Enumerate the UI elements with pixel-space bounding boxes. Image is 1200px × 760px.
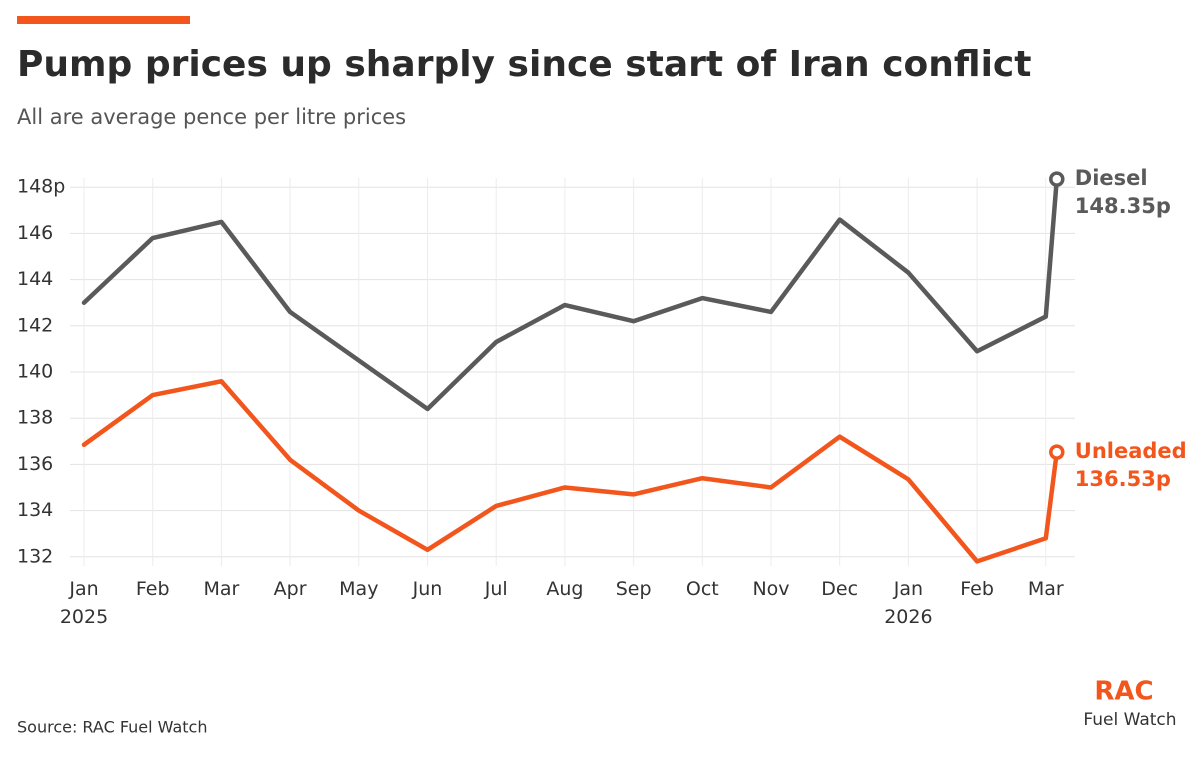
x-tick-label: Sep xyxy=(616,578,652,600)
end-marker xyxy=(1049,444,1065,460)
y-tick-label: 136 xyxy=(17,453,53,475)
y-tick-label: 134 xyxy=(17,499,53,521)
y-tick-label: 148p xyxy=(17,176,65,198)
series-name: Diesel xyxy=(1075,166,1148,190)
x-tick-label: May xyxy=(339,578,378,600)
x-tick-label: Jan 2025 xyxy=(60,578,108,628)
x-tick-line: Jun xyxy=(412,578,443,600)
x-tick-line: 2025 xyxy=(60,606,108,628)
chart-title: Pump prices up sharply since start of Ir… xyxy=(17,44,1031,85)
y-tick-label: 140 xyxy=(17,361,53,383)
x-tick-line: Nov xyxy=(752,578,789,600)
x-tick-label: Apr xyxy=(274,578,307,600)
x-tick-line: Feb xyxy=(960,578,994,600)
x-tick-line: May xyxy=(339,578,378,600)
accent-bar xyxy=(17,16,190,24)
x-tick-label: Mar xyxy=(203,578,239,600)
x-tick-line: Jan xyxy=(893,578,923,600)
x-tick-line: Aug xyxy=(546,578,583,600)
y-tick-label: 132 xyxy=(17,545,53,567)
series-line xyxy=(81,378,1060,564)
x-tick-label: Jun xyxy=(412,578,443,600)
x-tick-label: Nov xyxy=(752,578,789,600)
end-marker xyxy=(1049,171,1065,187)
x-tick-label: Feb xyxy=(136,578,170,600)
chart-subtitle: All are average pence per litre prices xyxy=(17,105,406,129)
y-tick-label: 138 xyxy=(17,407,53,429)
x-tick-label: Mar xyxy=(1028,578,1064,600)
value-label: 136.53p xyxy=(1075,467,1171,491)
y-tick-label: 142 xyxy=(17,314,53,336)
x-tick-label: Feb xyxy=(960,578,994,600)
x-tick-line: Mar xyxy=(203,578,239,600)
x-tick-line: Jan xyxy=(68,578,98,600)
x-tick-line: Sep xyxy=(616,578,652,600)
logo-brand: RAC xyxy=(1094,677,1153,707)
x-tick-label: Aug xyxy=(546,578,583,600)
x-tick-line: Oct xyxy=(686,578,719,600)
x-tick-line: Dec xyxy=(821,578,858,600)
x-tick-label: Dec xyxy=(821,578,858,600)
x-tick-label: Jul xyxy=(484,578,508,600)
y-tick-label: 146 xyxy=(17,222,53,244)
x-tick-label: Jan 2026 xyxy=(884,578,932,628)
x-tick-label: Oct xyxy=(686,578,719,600)
value-label: 148.35p xyxy=(1075,194,1171,218)
series-name: Unleaded xyxy=(1075,439,1187,463)
x-tick-line: Mar xyxy=(1028,578,1064,600)
y-tick-label: 144 xyxy=(17,268,53,290)
source: Source: RAC Fuel Watch xyxy=(17,718,207,737)
x-tick-line: Feb xyxy=(136,578,170,600)
logo-product: Fuel Watch xyxy=(1083,710,1176,730)
x-tick-line: Jul xyxy=(484,578,508,600)
x-tick-line: Apr xyxy=(274,578,307,600)
series-line xyxy=(81,176,1060,412)
x-tick-line: 2026 xyxy=(884,606,932,628)
